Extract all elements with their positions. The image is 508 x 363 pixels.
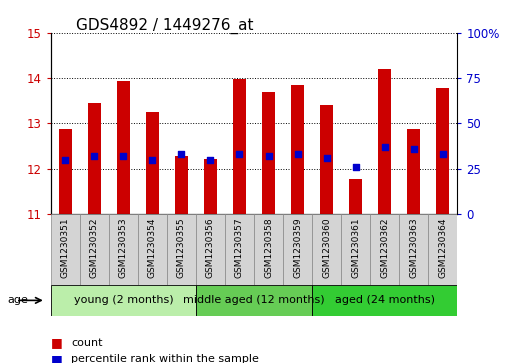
Point <box>206 157 214 163</box>
Text: young (2 months): young (2 months) <box>74 295 173 305</box>
Bar <box>341 214 370 285</box>
Text: GSM1230364: GSM1230364 <box>438 217 447 278</box>
Bar <box>254 214 283 285</box>
Point <box>352 164 360 170</box>
Bar <box>370 214 399 285</box>
Text: GSM1230359: GSM1230359 <box>293 217 302 278</box>
Bar <box>80 214 109 285</box>
Text: GSM1230363: GSM1230363 <box>409 217 418 278</box>
Text: GSM1230351: GSM1230351 <box>61 217 70 278</box>
Text: GSM1230354: GSM1230354 <box>148 217 157 278</box>
Text: aged (24 months): aged (24 months) <box>335 295 435 305</box>
Bar <box>312 214 341 285</box>
Point <box>380 144 389 150</box>
Bar <box>59 129 72 214</box>
Bar <box>51 285 196 316</box>
Point <box>90 153 99 159</box>
Text: GDS4892 / 1449276_at: GDS4892 / 1449276_at <box>76 18 253 34</box>
Bar <box>117 81 130 214</box>
Bar <box>196 285 312 316</box>
Bar <box>167 214 196 285</box>
Text: percentile rank within the sample: percentile rank within the sample <box>71 354 259 363</box>
Bar <box>138 214 167 285</box>
Point <box>323 155 331 161</box>
Bar <box>196 214 225 285</box>
Text: GSM1230362: GSM1230362 <box>380 217 389 278</box>
Point <box>148 157 156 163</box>
Point <box>61 157 70 163</box>
Text: ■: ■ <box>51 353 62 363</box>
Bar <box>51 214 80 285</box>
Bar <box>204 159 217 214</box>
Bar <box>399 214 428 285</box>
Point <box>177 151 185 157</box>
Text: GSM1230358: GSM1230358 <box>264 217 273 278</box>
Bar <box>109 214 138 285</box>
Point <box>265 153 273 159</box>
Bar <box>349 179 362 214</box>
Text: age: age <box>8 295 28 305</box>
Point <box>119 153 128 159</box>
Bar <box>88 103 101 214</box>
Text: GSM1230356: GSM1230356 <box>206 217 215 278</box>
Bar <box>146 112 159 214</box>
Point <box>438 151 447 157</box>
Text: GSM1230357: GSM1230357 <box>235 217 244 278</box>
Bar <box>312 285 457 316</box>
Bar <box>378 69 391 214</box>
Bar <box>407 129 420 214</box>
Text: GSM1230353: GSM1230353 <box>119 217 128 278</box>
Bar <box>291 85 304 214</box>
Text: GSM1230355: GSM1230355 <box>177 217 186 278</box>
Text: GSM1230361: GSM1230361 <box>351 217 360 278</box>
Point <box>409 146 418 152</box>
Text: GSM1230360: GSM1230360 <box>322 217 331 278</box>
Text: count: count <box>71 338 103 348</box>
Bar <box>436 88 449 214</box>
Bar <box>320 105 333 214</box>
Bar <box>262 92 275 214</box>
Bar <box>175 156 188 214</box>
Text: ■: ■ <box>51 337 62 350</box>
Point <box>235 151 243 157</box>
Bar <box>428 214 457 285</box>
Bar <box>225 214 254 285</box>
Point <box>294 151 302 157</box>
Text: GSM1230352: GSM1230352 <box>90 217 99 278</box>
Bar <box>283 214 312 285</box>
Text: middle aged (12 months): middle aged (12 months) <box>183 295 325 305</box>
Bar <box>233 79 246 214</box>
